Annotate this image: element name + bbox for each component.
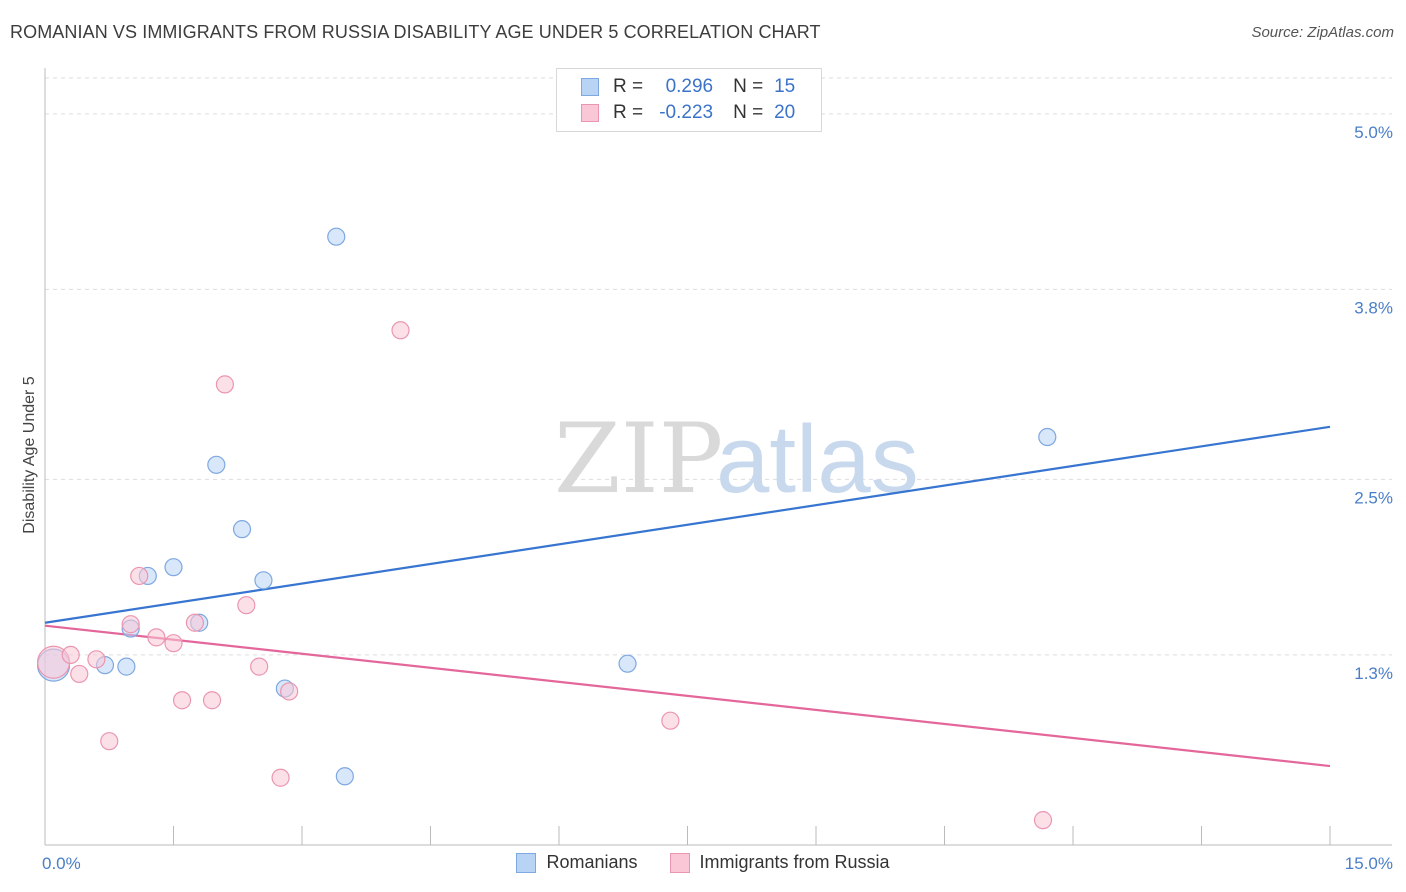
- point-romanians: [335, 767, 354, 786]
- point-romanians: [254, 571, 273, 590]
- point-russia: [121, 615, 140, 634]
- grid-lines: [45, 77, 1392, 656]
- point-russia: [280, 682, 299, 701]
- point-russia: [61, 645, 80, 665]
- x-tick-label: 0.0%: [42, 854, 81, 873]
- point-russia: [100, 732, 119, 751]
- point-russia: [250, 657, 269, 676]
- y-tick-label: 1.3%: [1354, 664, 1393, 683]
- legend-n-label: N =: [733, 76, 764, 97]
- trend-lines: [44, 425, 1331, 768]
- legend-row-romanians: R = 0.296 N = 15: [581, 75, 795, 99]
- point-russia: [391, 321, 410, 340]
- legend-n-value: 15: [774, 76, 796, 97]
- point-russia: [172, 691, 192, 710]
- y-tick-label: 3.8%: [1354, 298, 1393, 317]
- legend-swatch-pink: [581, 104, 599, 122]
- point-romanians: [618, 654, 637, 673]
- point-russia: [185, 613, 205, 632]
- legend-r-value: 0.296: [665, 76, 714, 97]
- series-legend-russia[interactable]: Immigrants from Russia: [669, 852, 890, 873]
- point-russia: [215, 375, 234, 394]
- point-russia: [1033, 811, 1053, 830]
- legend-row-russia: R = -0.223 N = 20: [581, 101, 795, 125]
- y-tick-label: 2.5%: [1354, 488, 1393, 507]
- watermark-zip: ZIP: [554, 403, 723, 515]
- watermark-atlas: atlas: [716, 406, 919, 513]
- point-russia: [130, 566, 149, 586]
- trend-line-russia: [44, 624, 1331, 768]
- series-legend-romanians[interactable]: Romanians: [516, 852, 638, 873]
- legend-r-label: R =: [613, 102, 644, 123]
- point-romanians: [327, 227, 346, 246]
- legend-swatch-blue: [581, 78, 599, 96]
- y-tick-label: 5.0%: [1354, 123, 1393, 142]
- series-legend: Romanians Immigrants from Russia: [0, 852, 1406, 873]
- point-russia: [164, 634, 183, 653]
- y-axis-label: Disability Age Under 5: [21, 376, 38, 534]
- axes: [44, 68, 1392, 846]
- series-label: Immigrants from Russia: [699, 852, 890, 872]
- legend-n-value: 20: [774, 102, 796, 123]
- legend-r-value: -0.223: [659, 102, 714, 123]
- point-romanians: [232, 520, 252, 539]
- series-label: Romanians: [546, 852, 638, 872]
- point-russia: [271, 768, 290, 787]
- source-label: Source: ZipAtlas.com: [1251, 24, 1394, 41]
- series-swatch-pink: [669, 852, 690, 873]
- data-points: [36, 227, 1057, 830]
- point-romanians: [207, 455, 226, 474]
- legend-n-label: N =: [733, 102, 764, 123]
- point-romanians: [117, 657, 136, 676]
- point-russia: [202, 691, 222, 710]
- stats-legend: R = 0.296 N = 15 R = -0.223 N = 20: [556, 68, 822, 132]
- point-russia: [87, 650, 106, 669]
- legend-r-label: R =: [613, 76, 644, 97]
- point-russia: [661, 711, 680, 730]
- point-romanians: [164, 558, 183, 577]
- y-tick-labels: 1.3% 2.5% 3.8% 5.0%: [1354, 123, 1393, 683]
- chart-title: ROMANIAN VS IMMIGRANTS FROM RUSSIA DISAB…: [10, 22, 821, 42]
- point-russia: [147, 628, 166, 647]
- x-tick-labels: 0.0% 15.0%: [42, 854, 1393, 873]
- series-swatch-blue: [516, 852, 537, 873]
- x-tick-label: 15.0%: [1345, 854, 1393, 873]
- point-russia: [70, 664, 89, 684]
- point-romanians: [1038, 427, 1057, 447]
- point-russia: [237, 596, 256, 615]
- trend-line-romanians: [44, 425, 1331, 624]
